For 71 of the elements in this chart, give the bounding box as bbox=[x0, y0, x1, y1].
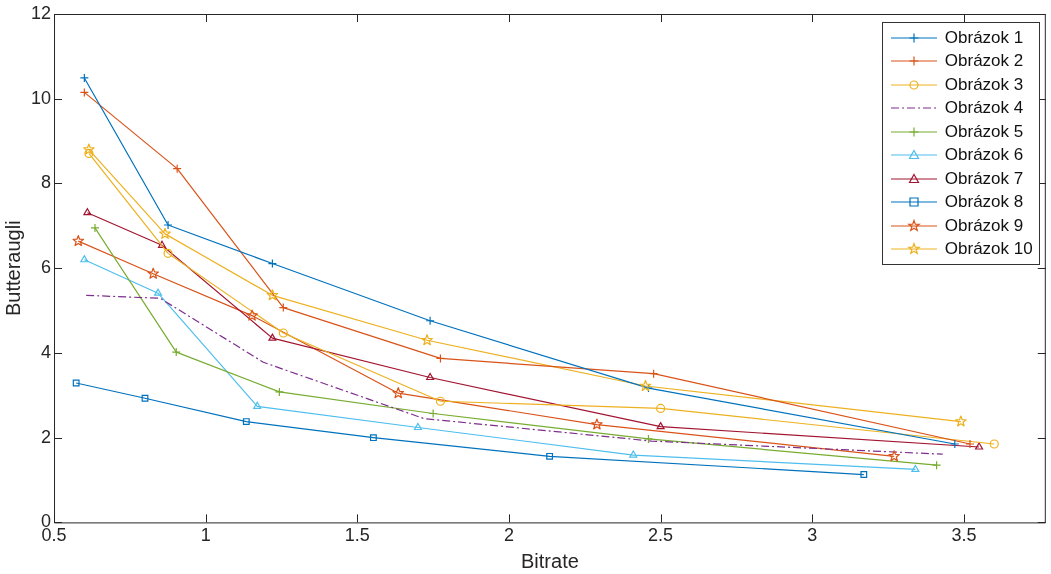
point bbox=[83, 143, 95, 155]
point bbox=[888, 450, 900, 462]
point bbox=[159, 227, 171, 239]
point bbox=[163, 220, 173, 230]
point bbox=[656, 403, 666, 414]
point bbox=[171, 347, 181, 357]
point bbox=[911, 464, 920, 473]
point bbox=[266, 289, 279, 301]
point bbox=[83, 208, 92, 216]
point bbox=[72, 379, 80, 387]
point bbox=[421, 334, 433, 346]
x-tick-label: 2 bbox=[503, 525, 514, 546]
legend-label: Obrázok 5 bbox=[944, 121, 1024, 142]
x-tick-label: 3 bbox=[807, 525, 818, 546]
point bbox=[392, 387, 405, 399]
line-series bbox=[85, 294, 944, 455]
point bbox=[428, 408, 438, 419]
legend-label: Obrázok 7 bbox=[944, 168, 1024, 189]
point bbox=[989, 439, 999, 449]
point bbox=[242, 418, 250, 425]
x-tick-label: 1 bbox=[200, 525, 211, 546]
point bbox=[413, 422, 423, 431]
point bbox=[965, 439, 975, 449]
point bbox=[950, 439, 960, 449]
y-tick-label: 8 bbox=[41, 172, 52, 193]
point bbox=[425, 316, 435, 326]
point bbox=[84, 148, 94, 158]
y-tick-label: 10 bbox=[30, 87, 52, 108]
point bbox=[72, 234, 85, 247]
point bbox=[274, 387, 284, 397]
point bbox=[163, 248, 173, 258]
point bbox=[955, 415, 967, 427]
legend-label: Obrázok 2 bbox=[944, 51, 1024, 72]
point bbox=[426, 372, 435, 381]
y-tick-label: 2 bbox=[41, 426, 52, 447]
x-tick-label: 1.5 bbox=[344, 525, 370, 546]
point bbox=[253, 401, 262, 409]
legend-label: Obrázok 10 bbox=[944, 239, 1033, 260]
y-axis-title: Butteraugli bbox=[1, 220, 24, 317]
point bbox=[975, 442, 984, 450]
x-tick-label: 2.5 bbox=[648, 525, 674, 546]
legend-label: Obrázok 1 bbox=[944, 27, 1024, 48]
point bbox=[629, 450, 638, 458]
point bbox=[157, 240, 167, 248]
point bbox=[268, 333, 277, 341]
point bbox=[80, 255, 89, 263]
point bbox=[153, 288, 163, 296]
point bbox=[546, 452, 554, 460]
point bbox=[278, 328, 288, 338]
point bbox=[369, 434, 377, 442]
y-tick-label: 4 bbox=[41, 341, 52, 362]
point bbox=[860, 471, 868, 478]
x-axis-title: Bitrate bbox=[521, 549, 579, 572]
legend-label: Obrázok 4 bbox=[944, 98, 1024, 119]
point bbox=[639, 379, 652, 392]
point bbox=[141, 394, 149, 402]
legend-label: Obrázok 3 bbox=[944, 74, 1024, 95]
point bbox=[435, 396, 446, 406]
point bbox=[246, 309, 258, 321]
legend-label: Obrázok 9 bbox=[944, 215, 1024, 236]
x-tick-label: 3.5 bbox=[951, 525, 977, 546]
point bbox=[656, 422, 665, 430]
point bbox=[147, 267, 160, 279]
y-tick-label: 12 bbox=[30, 2, 52, 23]
point bbox=[90, 223, 100, 233]
point bbox=[643, 434, 654, 444]
legend-label: Obrázok 6 bbox=[944, 145, 1024, 166]
point bbox=[591, 418, 603, 430]
point bbox=[79, 73, 89, 83]
legend-label: Obrázok 8 bbox=[944, 192, 1024, 213]
y-tick-label: 6 bbox=[41, 257, 52, 278]
